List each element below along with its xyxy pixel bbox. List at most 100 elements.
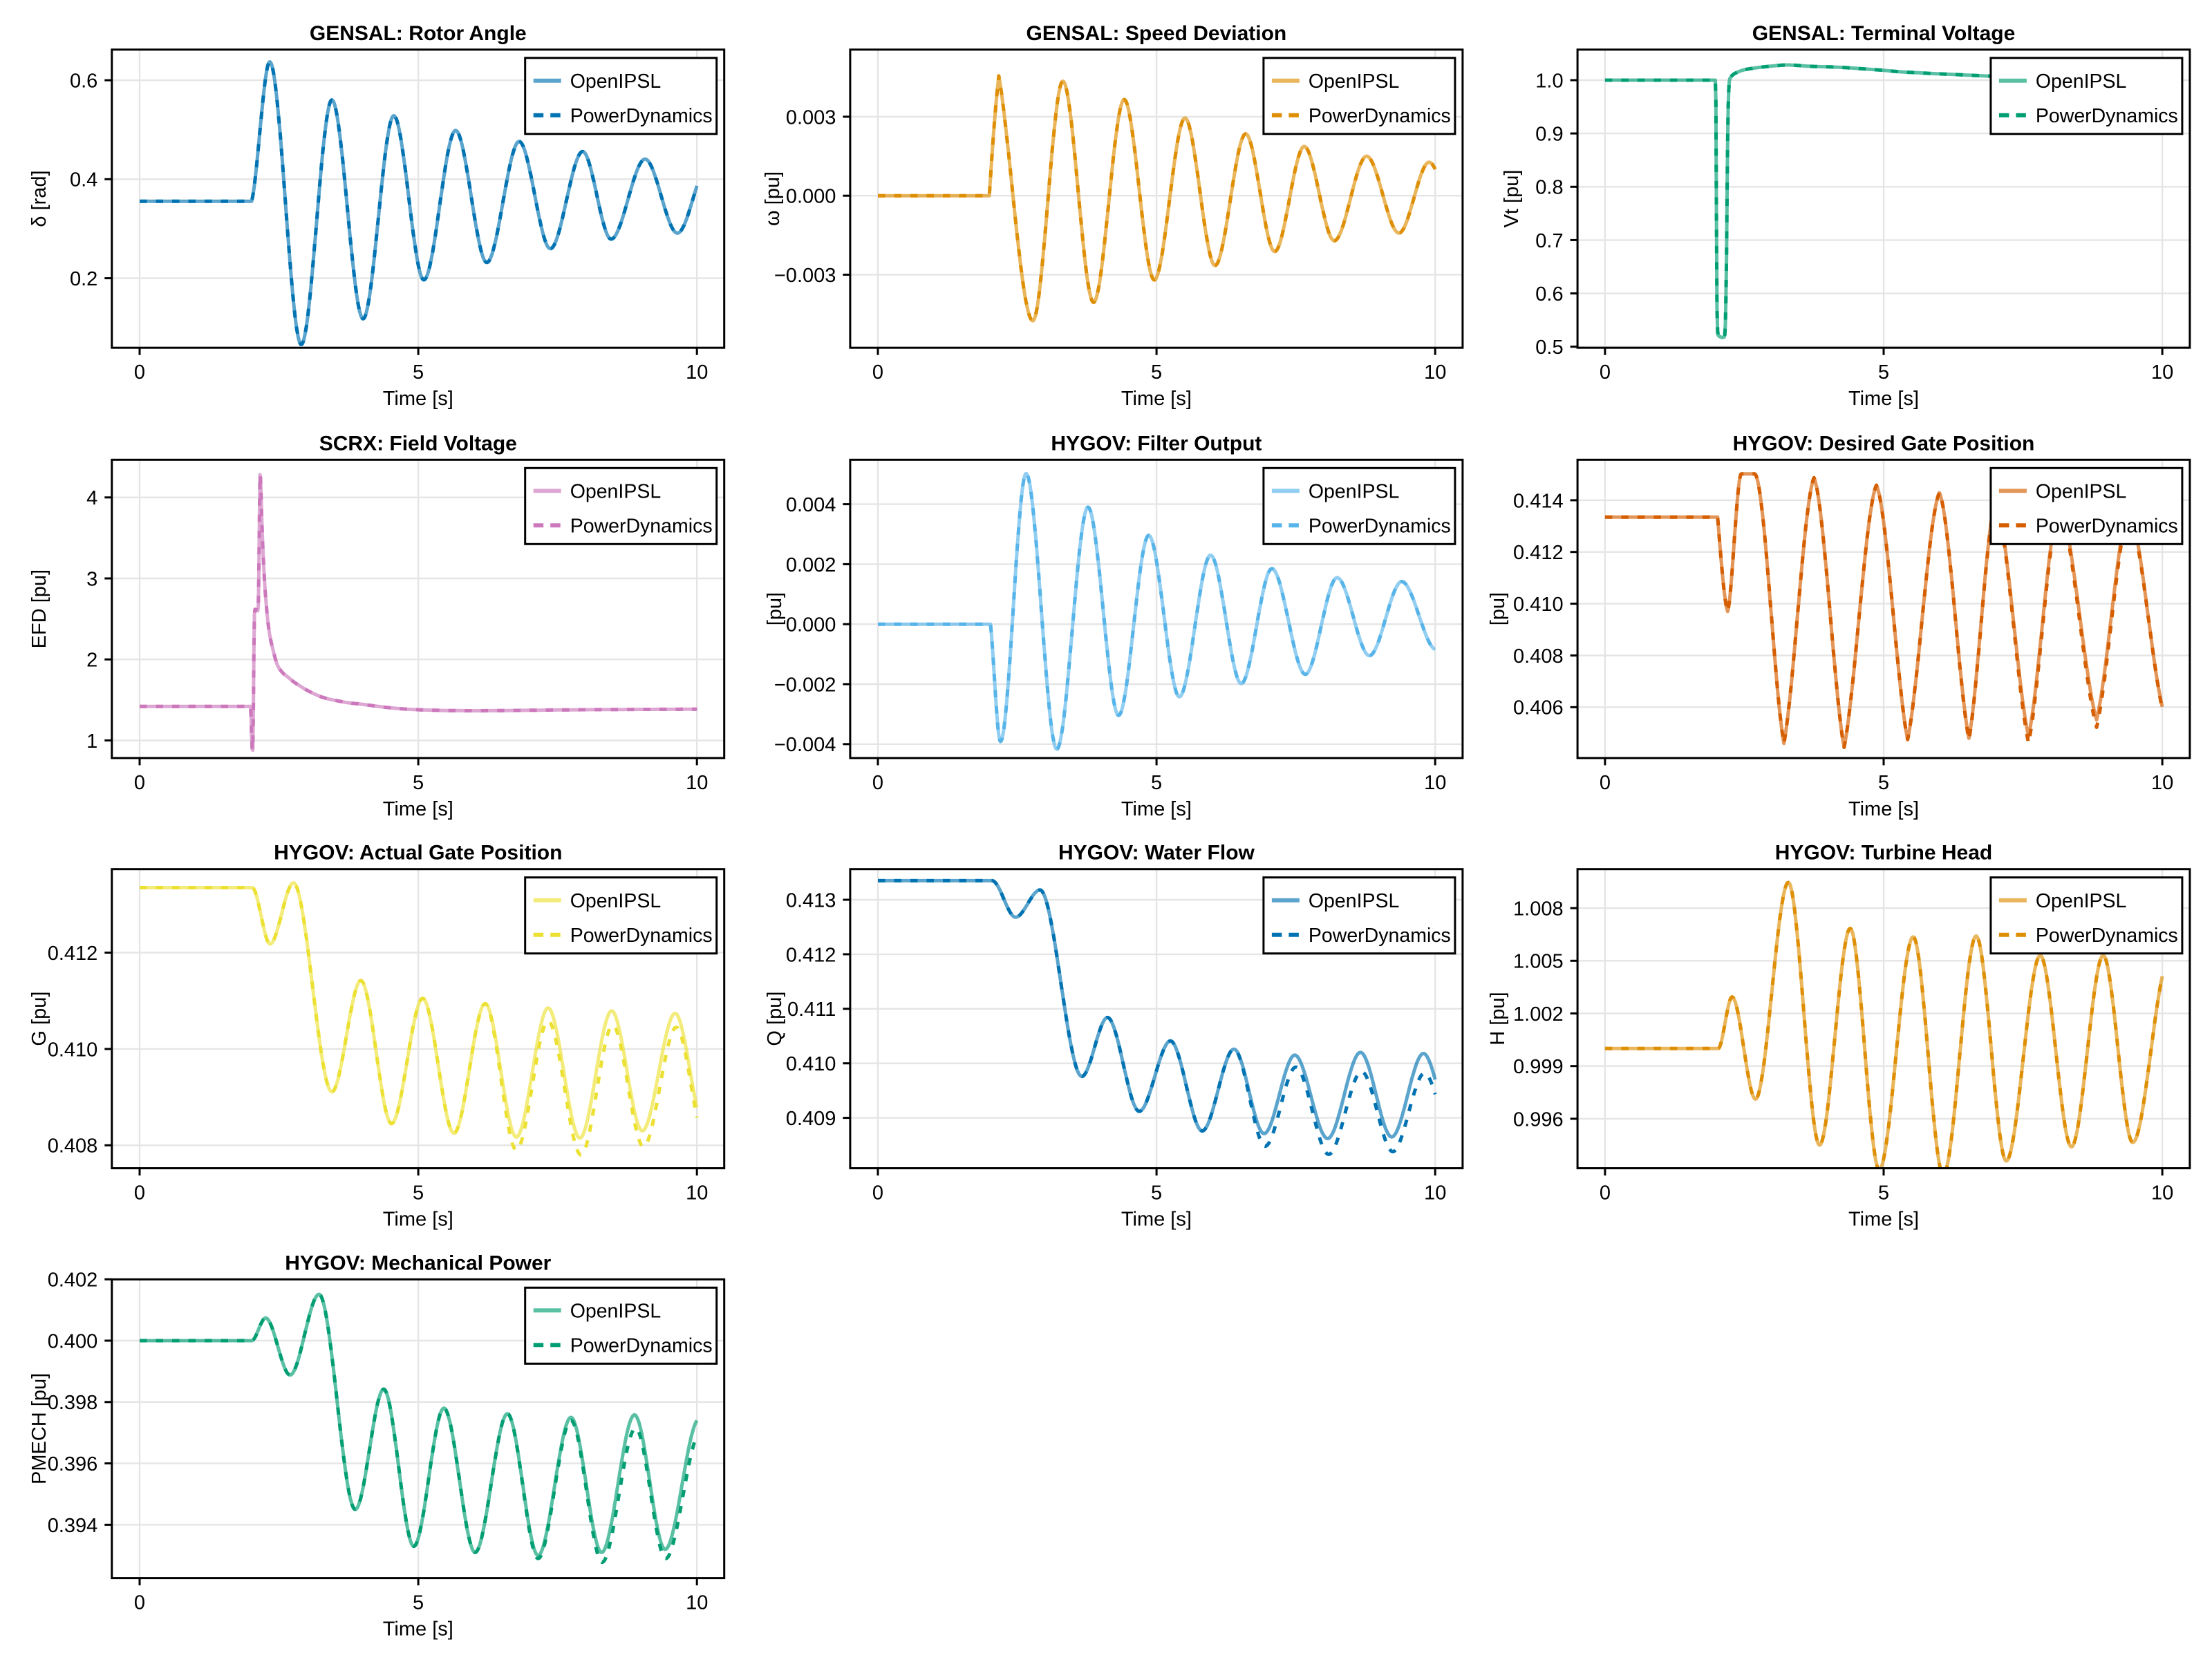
svg-text:PowerDynamics: PowerDynamics: [1309, 516, 1451, 538]
svg-text:10: 10: [686, 361, 708, 384]
svg-text:0.7: 0.7: [1535, 230, 1563, 252]
svg-text:OpenIPSL: OpenIPSL: [570, 481, 662, 503]
svg-text:H [pu]: H [pu]: [1487, 992, 1509, 1045]
svg-text:Q [pu]: Q [pu]: [764, 992, 786, 1046]
svg-text:PowerDynamics: PowerDynamics: [2036, 516, 2178, 538]
svg-text:0.4: 0.4: [70, 169, 97, 191]
svg-text:0: 0: [134, 1592, 145, 1614]
svg-text:0.8: 0.8: [1535, 177, 1563, 199]
svg-text:GENSAL: Speed Deviation: GENSAL: Speed Deviation: [1027, 22, 1287, 45]
svg-text:1.008: 1.008: [1513, 898, 1564, 920]
svg-text:0.000: 0.000: [786, 186, 836, 208]
svg-text:10: 10: [2151, 361, 2173, 384]
svg-text:10: 10: [686, 1182, 708, 1205]
svg-text:PowerDynamics: PowerDynamics: [1309, 105, 1451, 127]
svg-text:GENSAL: Terminal Voltage: GENSAL: Terminal Voltage: [1752, 22, 2016, 45]
svg-text:SCRX: Field Voltage: SCRX: Field Voltage: [319, 432, 517, 455]
svg-text:HYGOV: Desired Gate Position: HYGOV: Desired Gate Position: [1733, 432, 2035, 455]
svg-text:0.413: 0.413: [786, 889, 836, 912]
svg-text:0: 0: [134, 772, 145, 794]
svg-text:0: 0: [1600, 772, 1611, 794]
svg-text:ω [pu]: ω [pu]: [762, 171, 784, 226]
svg-text:0.2: 0.2: [70, 268, 97, 290]
svg-text:0: 0: [1600, 361, 1611, 384]
svg-text:0.004: 0.004: [786, 494, 836, 516]
svg-text:0.414: 0.414: [1513, 490, 1564, 512]
svg-text:10: 10: [1424, 772, 1446, 794]
svg-text:5: 5: [413, 1182, 424, 1205]
svg-text:10: 10: [1424, 361, 1446, 384]
svg-text:Time [s]: Time [s]: [1848, 798, 1919, 820]
svg-text:1: 1: [86, 730, 97, 753]
svg-text:Time [s]: Time [s]: [1848, 1209, 1919, 1231]
svg-text:Time [s]: Time [s]: [1121, 1209, 1192, 1231]
svg-text:5: 5: [1151, 772, 1162, 794]
svg-text:0: 0: [1600, 1182, 1611, 1205]
svg-text:[pu]: [pu]: [1487, 592, 1509, 625]
svg-text:0.396: 0.396: [48, 1453, 98, 1475]
svg-text:0.412: 0.412: [1513, 542, 1564, 564]
svg-text:10: 10: [2151, 772, 2173, 794]
svg-text:5: 5: [1878, 772, 1889, 794]
svg-text:HYGOV: Water Flow: HYGOV: Water Flow: [1058, 842, 1255, 865]
svg-text:PowerDynamics: PowerDynamics: [570, 925, 713, 947]
svg-text:−0.004: −0.004: [774, 734, 836, 756]
svg-text:0.6: 0.6: [70, 70, 97, 93]
svg-text:0: 0: [872, 361, 883, 384]
svg-text:0.003: 0.003: [786, 106, 836, 129]
svg-text:PowerDynamics: PowerDynamics: [570, 1335, 713, 1357]
svg-text:GENSAL: Rotor Angle: GENSAL: Rotor Angle: [310, 22, 527, 45]
svg-text:OpenIPSL: OpenIPSL: [2036, 890, 2127, 912]
svg-text:0.000: 0.000: [786, 614, 836, 636]
svg-text:PowerDynamics: PowerDynamics: [570, 105, 713, 127]
svg-text:0.411: 0.411: [787, 999, 836, 1021]
svg-text:PowerDynamics: PowerDynamics: [2036, 925, 2178, 947]
svg-text:4: 4: [86, 487, 97, 509]
svg-text:−0.003: −0.003: [774, 265, 836, 287]
svg-text:0.408: 0.408: [1513, 645, 1564, 668]
svg-text:HYGOV: Mechanical Power: HYGOV: Mechanical Power: [285, 1252, 551, 1274]
svg-text:1.0: 1.0: [1535, 70, 1563, 92]
svg-text:0.410: 0.410: [1513, 594, 1564, 616]
svg-text:Time [s]: Time [s]: [1121, 388, 1192, 410]
svg-text:EFD [pu]: EFD [pu]: [28, 569, 50, 648]
svg-text:Time [s]: Time [s]: [383, 1618, 453, 1641]
svg-text:0.409: 0.409: [786, 1108, 836, 1130]
svg-text:0.9: 0.9: [1535, 124, 1563, 146]
svg-text:0.999: 0.999: [1513, 1056, 1564, 1078]
svg-text:OpenIPSL: OpenIPSL: [2036, 70, 2127, 93]
svg-text:0.406: 0.406: [1513, 697, 1564, 719]
svg-text:OpenIPSL: OpenIPSL: [570, 1301, 662, 1323]
svg-text:0.410: 0.410: [786, 1053, 836, 1075]
svg-text:5: 5: [1151, 361, 1162, 384]
svg-text:1.002: 1.002: [1513, 1003, 1564, 1026]
svg-text:0: 0: [134, 361, 145, 384]
svg-text:δ [rad]: δ [rad]: [28, 170, 50, 227]
svg-text:0.408: 0.408: [48, 1135, 98, 1158]
svg-text:0.410: 0.410: [48, 1039, 98, 1061]
svg-text:OpenIPSL: OpenIPSL: [1309, 70, 1400, 93]
svg-text:10: 10: [2151, 1182, 2173, 1205]
svg-text:0.400: 0.400: [48, 1330, 98, 1352]
svg-text:0.412: 0.412: [786, 944, 836, 966]
svg-text:PowerDynamics: PowerDynamics: [2036, 105, 2178, 127]
svg-text:0: 0: [872, 772, 883, 794]
svg-text:10: 10: [686, 1592, 708, 1614]
svg-text:0.996: 0.996: [1513, 1108, 1564, 1131]
svg-text:PowerDynamics: PowerDynamics: [1309, 925, 1451, 947]
svg-text:OpenIPSL: OpenIPSL: [570, 70, 662, 93]
svg-text:HYGOV: Filter Output: HYGOV: Filter Output: [1051, 432, 1262, 455]
svg-text:5: 5: [1878, 361, 1889, 384]
svg-text:0.5: 0.5: [1535, 337, 1563, 359]
svg-text:0.412: 0.412: [48, 943, 98, 965]
svg-text:5: 5: [1151, 1182, 1162, 1205]
svg-text:0: 0: [134, 1182, 145, 1205]
svg-text:PowerDynamics: PowerDynamics: [570, 516, 713, 538]
svg-text:OpenIPSL: OpenIPSL: [2036, 481, 2127, 503]
svg-text:3: 3: [86, 568, 97, 590]
svg-text:Time [s]: Time [s]: [1848, 388, 1919, 410]
svg-text:5: 5: [413, 772, 424, 794]
svg-text:Time [s]: Time [s]: [383, 388, 453, 410]
svg-text:Vt [pu]: Vt [pu]: [1501, 170, 1523, 228]
svg-text:10: 10: [686, 772, 708, 794]
